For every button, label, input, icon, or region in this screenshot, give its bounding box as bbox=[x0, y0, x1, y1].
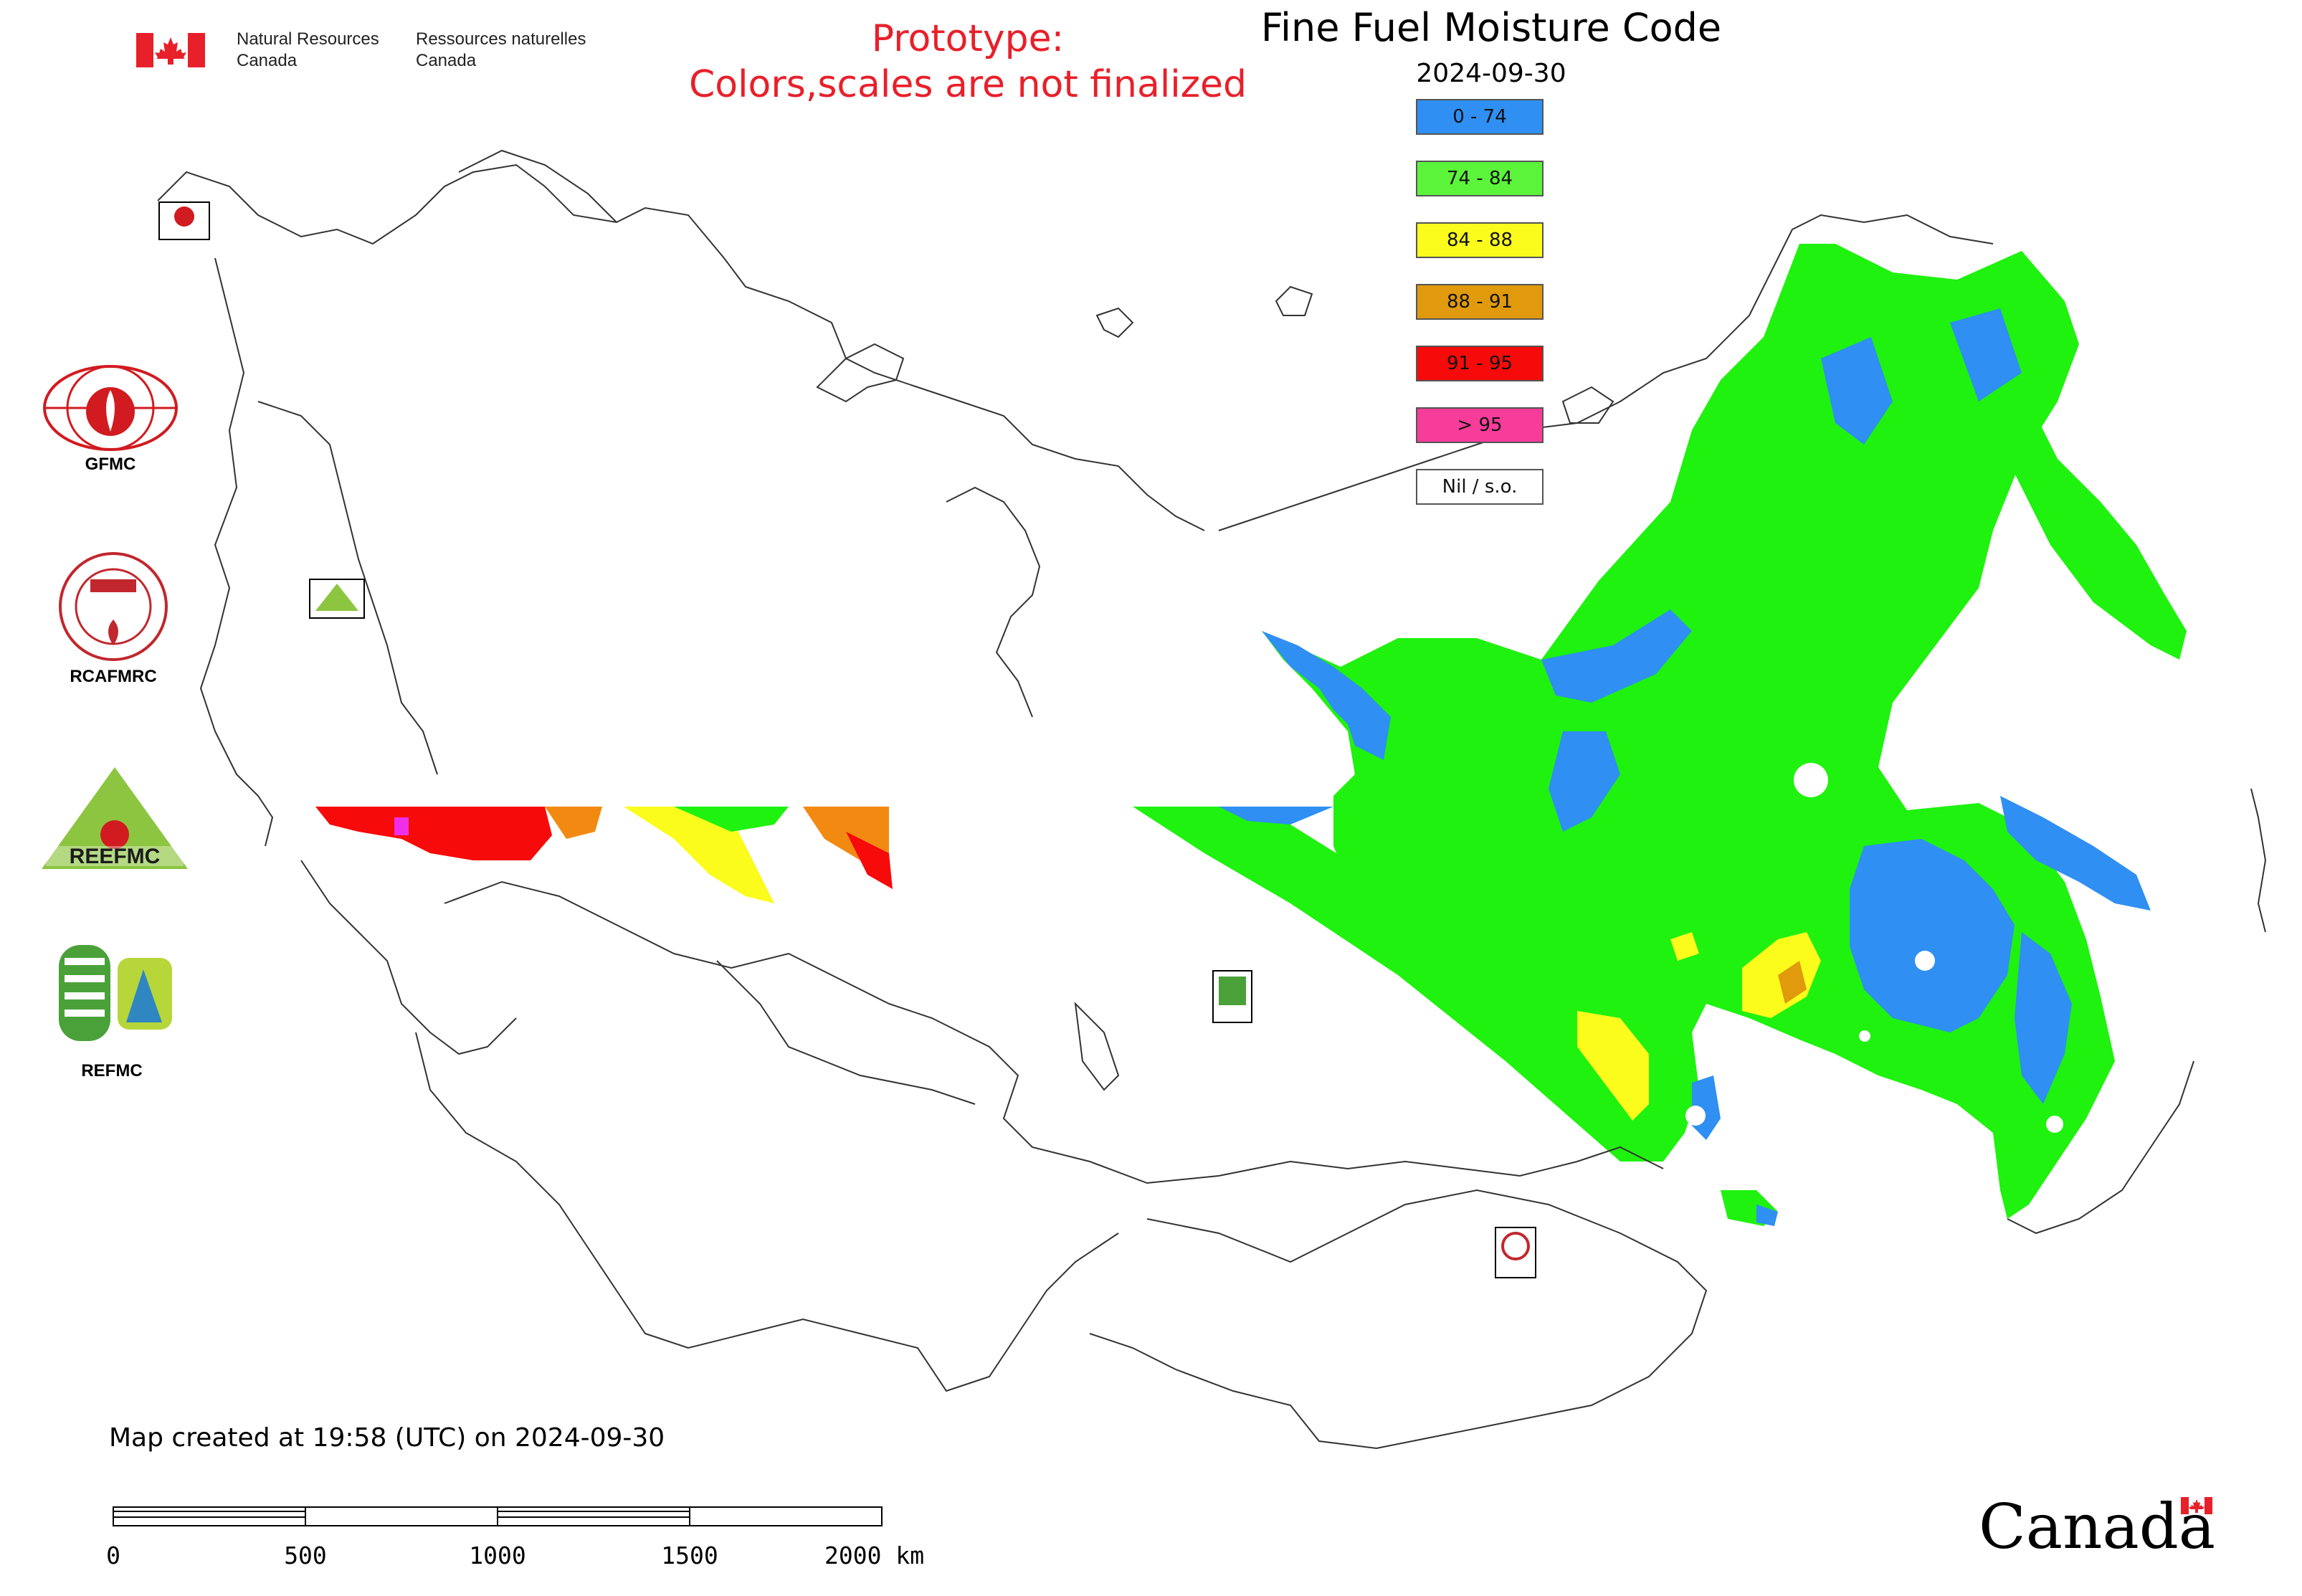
prototype-line-1: Prototype: bbox=[871, 17, 1065, 60]
map-inset-logos bbox=[158, 201, 1536, 1278]
map-created-note: Map created at 19:58 (UTC) on 2024-09-30 bbox=[109, 1423, 665, 1453]
scale-tick-1500: 1500 bbox=[661, 1542, 718, 1569]
border-inner-asia bbox=[716, 960, 976, 1105]
rcafmrc-label: RCAFMRC bbox=[70, 667, 157, 686]
region-streak-red-2 bbox=[846, 832, 893, 889]
region-streak-orange bbox=[545, 807, 602, 839]
region-blue-southeast bbox=[2015, 932, 2072, 1104]
raster-hole bbox=[1915, 951, 1935, 971]
scale-bar-graphic bbox=[113, 1506, 883, 1526]
coastline-islands bbox=[2250, 788, 2267, 933]
prototype-notice: Prototype: Colors,scales are not finaliz… bbox=[645, 16, 1290, 108]
map-title: Fine Fuel Moisture Code bbox=[1260, 5, 1722, 50]
gfmc-label: GFMC bbox=[85, 455, 136, 474]
island-nsib bbox=[1561, 386, 1614, 424]
raster-hole bbox=[1794, 763, 1828, 797]
coastline-scandinavia bbox=[458, 149, 617, 223]
region-streak-blue-mid bbox=[1219, 807, 1333, 825]
coastline-north bbox=[157, 163, 1205, 531]
canada-flag-icon bbox=[136, 33, 205, 67]
region-blue-north bbox=[1821, 337, 1893, 445]
region-streak-magenta bbox=[394, 817, 409, 835]
border-west bbox=[199, 257, 274, 847]
canada-wordmark-flag-icon bbox=[2181, 1497, 2212, 1514]
scale-tick-500: 500 bbox=[284, 1542, 327, 1569]
legend-swatch-6: Nil / s.o. bbox=[1416, 469, 1544, 505]
inset-gfmc-icon bbox=[174, 206, 194, 227]
border-mongolia bbox=[1089, 1189, 1708, 1450]
scale-bar: 0 500 1000 1500 2000 km bbox=[100, 1498, 982, 1577]
nrcan-signature: Natural Resources Canada Ressources natu… bbox=[136, 29, 638, 79]
legend-swatch-4: 91 - 95 bbox=[1416, 346, 1544, 381]
border-caspian bbox=[300, 860, 517, 1055]
coastline-taimyr bbox=[946, 486, 1041, 718]
canada-wordmark: Canada bbox=[1979, 1491, 2222, 1570]
canada-wordmark-text: Canada bbox=[1979, 1491, 2216, 1563]
region-streak-red bbox=[315, 807, 552, 860]
region-blue-blob bbox=[1756, 1205, 1778, 1226]
coastline-arctic-east bbox=[1218, 214, 1994, 531]
legend-swatch-1: 74 - 84 bbox=[1416, 161, 1544, 196]
boundary-lines bbox=[157, 149, 2267, 1450]
coastline-far-east bbox=[2007, 1060, 2194, 1235]
svg-text:REEFMC: REEFMC bbox=[70, 845, 161, 868]
legend-swatch-2: 84 - 88 bbox=[1416, 222, 1544, 258]
dept-name-fr: Ressources naturelles Canada bbox=[416, 29, 586, 70]
border-central-asia bbox=[415, 1032, 1119, 1392]
region-blue-okhotsk bbox=[2000, 796, 2151, 911]
dept-name-en: Natural Resources Canada bbox=[237, 29, 379, 70]
island-novaya bbox=[816, 343, 905, 403]
legend-swatch-0: 0 - 74 bbox=[1416, 99, 1544, 135]
scale-tick-2000: 2000 km bbox=[824, 1542, 925, 1569]
region-blue-central bbox=[1541, 609, 1692, 703]
region-streak-green bbox=[674, 807, 789, 832]
region-blue-east bbox=[1850, 839, 2015, 1032]
raster-hole bbox=[1685, 1106, 1706, 1126]
border-central-west bbox=[257, 401, 438, 775]
refmc-label: REFMC bbox=[81, 1061, 143, 1080]
raster-hole bbox=[1859, 1030, 1870, 1042]
region-yellow-small bbox=[1670, 932, 1699, 961]
reefmc-logo: REEFMC bbox=[42, 767, 188, 869]
refmc-logo bbox=[59, 945, 172, 1041]
map-date: 2024-09-30 bbox=[1416, 59, 1566, 88]
island-severnaya bbox=[1275, 285, 1313, 316]
raster-hole bbox=[2046, 1116, 2063, 1133]
region-green-kamchatka bbox=[1979, 358, 2187, 660]
prototype-line-2: Colors,scales are not finalized bbox=[688, 63, 1247, 106]
region-streak-green-mid bbox=[1133, 807, 1663, 1162]
scale-tick-0: 0 bbox=[106, 1542, 120, 1569]
rcafmrc-logo bbox=[59, 552, 168, 661]
region-yellow-south bbox=[1577, 1011, 1649, 1126]
inset-refmc-icon bbox=[1219, 977, 1246, 1005]
legend-swatch-5: > 95 bbox=[1416, 407, 1544, 443]
ffmc-raster bbox=[315, 244, 2187, 1226]
region-blue-chunk bbox=[1549, 731, 1620, 832]
island-franz bbox=[1095, 307, 1134, 338]
inset-rcafmrc-icon bbox=[1501, 1232, 1530, 1260]
inset-reefmc-icon bbox=[315, 584, 358, 611]
region-blue-west bbox=[1262, 631, 1391, 760]
lake-baikal bbox=[1074, 1002, 1120, 1091]
scale-tick-1000: 1000 bbox=[469, 1542, 526, 1569]
region-blue-ne bbox=[1950, 308, 2022, 402]
border-kazakh bbox=[444, 880, 1664, 1184]
legend-swatch-3: 88 - 91 bbox=[1416, 284, 1544, 320]
region-orange-east bbox=[1778, 961, 1807, 1004]
gfmc-logo bbox=[43, 365, 178, 451]
